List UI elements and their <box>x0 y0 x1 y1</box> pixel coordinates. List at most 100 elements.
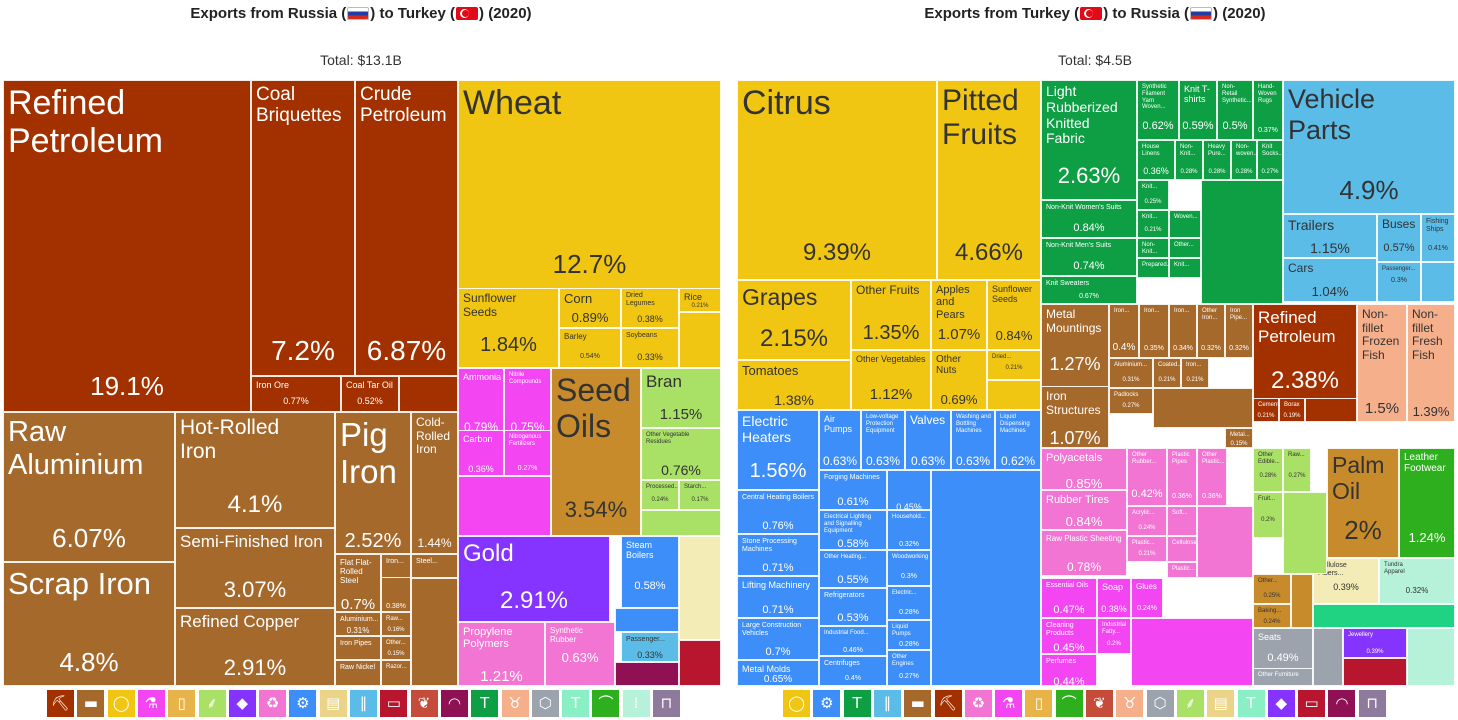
right-tile-other-108[interactable]: Other... 0.25% <box>1253 574 1291 604</box>
left-tile-hot-rolled-iron-8[interactable]: Hot-Rolled Iron 4.1% <box>175 412 335 528</box>
right-tile-other-furniture-106[interactable]: Other Furniture <box>1253 668 1313 686</box>
right-tile-jewellery-107[interactable]: Jewellery 0.39% <box>1343 628 1407 658</box>
right-tile-house-linens-16[interactable]: House Linens 0.36% <box>1137 140 1175 180</box>
right-legend-shoe-button[interactable]: ⌒ <box>1055 690 1083 717</box>
right-tile-other-93[interactable] <box>1197 506 1253 578</box>
right-tile-essential-oils-94[interactable]: Essential Oils 0.47% <box>1041 578 1097 618</box>
left-legend-easel-button[interactable]: ⊓ <box>653 690 680 717</box>
right-legend-scroll-button[interactable]: ▤ <box>1207 690 1235 717</box>
right-tile-non-knit-men-s-suits-22[interactable]: Non-Knit Men's Suits 0.74% <box>1041 238 1137 276</box>
right-tile-vehicle-parts-32[interactable]: Vehicle Parts 4.9% <box>1283 80 1455 214</box>
right-tile-plastic-pipes-86[interactable]: Plastic Pipes 0.36% <box>1167 448 1197 506</box>
right-tile-rubber-tires-83[interactable]: Rubber Tires 0.84% <box>1041 490 1127 530</box>
right-tile-woodworking-77[interactable]: Woodworking 0.3% <box>887 550 931 586</box>
right-tile-cement-53[interactable]: Cement 0.21% <box>1253 398 1279 422</box>
right-tile-heavy-pure-18[interactable]: Heavy Pure... 0.28% <box>1203 140 1231 180</box>
left-tile-raw-20[interactable]: Raw... 0.16% <box>381 612 411 636</box>
left-tile-rice-30[interactable]: Rice 0.21% <box>679 288 721 312</box>
left-tile-semi-finished-iron-9[interactable]: Semi-Finished Iron 3.07% <box>175 528 335 608</box>
right-tile-dried-9[interactable]: Dried... 0.21% <box>987 350 1041 380</box>
right-tile-polyacetals-82[interactable]: Polyacetals 0.85% <box>1041 448 1127 490</box>
left-tile-other-23[interactable] <box>411 578 458 686</box>
right-tile-other-heating-71[interactable]: Other Heating... 0.55% <box>819 550 887 588</box>
right-tile-non-fillet-frozen-fish-56[interactable]: Non- fillet Frozen Fish 1.5% <box>1357 304 1407 422</box>
right-tile-other-28[interactable]: Other... <box>1169 238 1201 258</box>
right-tile-coated-47[interactable]: Coated... 0.21% <box>1153 358 1181 388</box>
left-legend-cow-button[interactable]: ♉ <box>501 690 529 717</box>
right-legend-pickaxe-button[interactable]: ⛏ <box>934 690 962 717</box>
left-tile-iron-ore-3[interactable]: Iron Ore 0.77% <box>251 376 341 412</box>
left-tile-other-vegetable-residues-34[interactable]: Other Vegetable Residues 0.76% <box>641 428 721 480</box>
left-tile-cold-rolled-iron-12[interactable]: Cold- Rolled Iron 1.44% <box>411 412 458 554</box>
right-legend-anvil-button[interactable]: ▬ <box>904 690 932 717</box>
right-tile-synthetic-filament-yarn-woven-12[interactable]: Synthetic Filament Yarn Woven... 0.62% <box>1137 80 1179 140</box>
right-tile-refrigerators-72[interactable]: Refrigerators 0.53% <box>819 588 887 626</box>
left-tile-synthetic-rubber-45[interactable]: Synthetic Rubber 0.63% <box>545 622 615 686</box>
right-tile-industrial-food-73[interactable]: Industrial Food... 0.46% <box>819 626 887 656</box>
right-legend-wheat-button[interactable]: ⸙ <box>1176 690 1204 717</box>
right-tile-knit-24[interactable]: Knit... 0.25% <box>1137 180 1169 210</box>
right-tile-metal-molds-68[interactable]: Metal Molds 0.65% <box>737 660 819 686</box>
right-tile-other-118[interactable] <box>1343 658 1407 686</box>
left-tile-raw-nickel-19[interactable]: Raw Nickel <box>335 660 381 686</box>
right-legend-gear-button[interactable]: ⚙ <box>813 690 841 717</box>
right-tile-buses-35[interactable]: Buses 0.57% <box>1377 214 1421 262</box>
right-tile-plastic-92[interactable]: Plastic... <box>1167 562 1197 578</box>
left-tile-other-31[interactable] <box>679 312 721 368</box>
right-tile-forging-machines-69[interactable]: Forging Machines 0.61% <box>819 470 887 510</box>
right-tile-non-fillet-fresh-fish-57[interactable]: Non- fillet Fresh Fish 1.39% <box>1407 304 1455 422</box>
left-legend-scroll-button[interactable]: ▤ <box>319 690 347 717</box>
left-tile-seed-oils-32[interactable]: Seed Oils 3.54% <box>551 368 641 536</box>
left-tile-bran-33[interactable]: Bran 1.15% <box>641 368 721 428</box>
left-tile-steam-boilers-46[interactable]: Steam Boilers 0.58% <box>621 536 679 608</box>
right-tile-iron-41[interactable]: Iron... 0.4% <box>1109 304 1139 358</box>
left-tile-crude-petroleum-2[interactable]: Crude Petroleum 6.87% <box>355 80 458 376</box>
left-tile-other-47[interactable] <box>615 608 679 632</box>
right-tile-other-116[interactable] <box>1407 628 1455 686</box>
left-legend-pickaxe-button[interactable]: ⛏ <box>47 690 74 717</box>
right-tile-electric-78[interactable]: Electric... 0.28% <box>887 586 931 620</box>
right-tile-low-voltage-protection-equipment-60[interactable]: Low-voltage Protection Equipment 0.63% <box>861 410 905 470</box>
left-tile-raw-aluminium-6[interactable]: Raw Aluminium 6.07% <box>3 412 175 562</box>
right-tile-sunflower-seeds-7[interactable]: Sunflower Seeds 0.84% <box>987 280 1041 350</box>
right-tile-raw-plastic-sheeting-84[interactable]: Raw Plastic Sheeting 0.78% <box>1041 530 1127 576</box>
right-tile-other-115[interactable] <box>1313 604 1455 628</box>
left-tile-razor-22[interactable]: Razor... <box>381 660 411 686</box>
right-tile-cellulose-90[interactable]: Cellulose <box>1167 536 1197 562</box>
left-tile-passenger-48[interactable]: Passenger... 0.33% <box>621 632 679 662</box>
right-legend-sweater-button[interactable]: T <box>1237 690 1265 717</box>
left-tile-other-49[interactable] <box>679 536 721 640</box>
right-legend-leaf-button[interactable]: ❦ <box>1086 690 1113 717</box>
right-tile-padlocks-49[interactable]: Padlocks 0.27% <box>1109 388 1153 414</box>
left-tile-other-5[interactable] <box>399 376 458 412</box>
right-legend-tshirt-button[interactable]: T <box>843 690 871 717</box>
right-legend-road-button[interactable]: ∥ <box>873 690 901 717</box>
right-tile-plastic-89[interactable]: Plastic... 0.21% <box>1127 536 1167 562</box>
left-legend-anvil-button[interactable]: ▬ <box>77 690 105 717</box>
right-tile-palm-oil-101[interactable]: Palm Oil 2% <box>1327 448 1399 558</box>
right-tile-iron-43[interactable]: Iron... 0.34% <box>1169 304 1197 358</box>
right-tile-liquid-pumps-79[interactable]: Liquid Pumps 0.28% <box>887 620 931 650</box>
right-tile-baking-109[interactable]: Baking... 0.24% <box>1253 604 1291 628</box>
left-legend-road-button[interactable]: ∥ <box>350 690 377 717</box>
right-tile-knit-30[interactable]: Knit... <box>1169 258 1201 278</box>
right-tile-other-81[interactable] <box>931 470 1041 686</box>
right-tile-metal-50[interactable]: Metal... 0.15% <box>1225 428 1253 448</box>
right-tile-tomatoes-3[interactable]: Tomatoes 1.38% <box>737 360 851 410</box>
left-tile-other-21[interactable]: Other... 0.15% <box>381 636 411 660</box>
right-tile-industrial-fatty-98[interactable]: Industrial Fatty... 0.2% <box>1097 618 1131 654</box>
right-tile-central-heating-boilers-64[interactable]: Central Heating Boilers 0.76% <box>737 490 819 534</box>
left-tile-other-42[interactable] <box>458 476 551 536</box>
right-tile-other-fruits-4[interactable]: Other Fruits 1.35% <box>851 280 931 350</box>
left-tile-other-50[interactable] <box>679 640 721 686</box>
right-tile-electrical-lighting-and-signalling-equipment-70[interactable]: Electrical Lighting and Signalling Equip… <box>819 510 887 550</box>
right-tile-acrylic-88[interactable]: Acrylic... 0.24% <box>1127 506 1167 536</box>
right-tile-other-38[interactable] <box>1421 262 1455 302</box>
right-legend-diamond-button[interactable]: ◆ <box>1267 690 1295 717</box>
right-tile-other-117[interactable] <box>1313 628 1343 686</box>
right-tile-other-rubber-85[interactable]: Other Rubber... 0.42% <box>1127 448 1167 506</box>
left-legend-leaf-button[interactable]: ❦ <box>410 690 438 717</box>
right-tile-iron-42[interactable]: Iron... 0.35% <box>1139 304 1169 358</box>
left-legend-flask-button[interactable]: ⚗ <box>137 690 165 717</box>
right-tile-other-114[interactable] <box>1291 574 1313 628</box>
